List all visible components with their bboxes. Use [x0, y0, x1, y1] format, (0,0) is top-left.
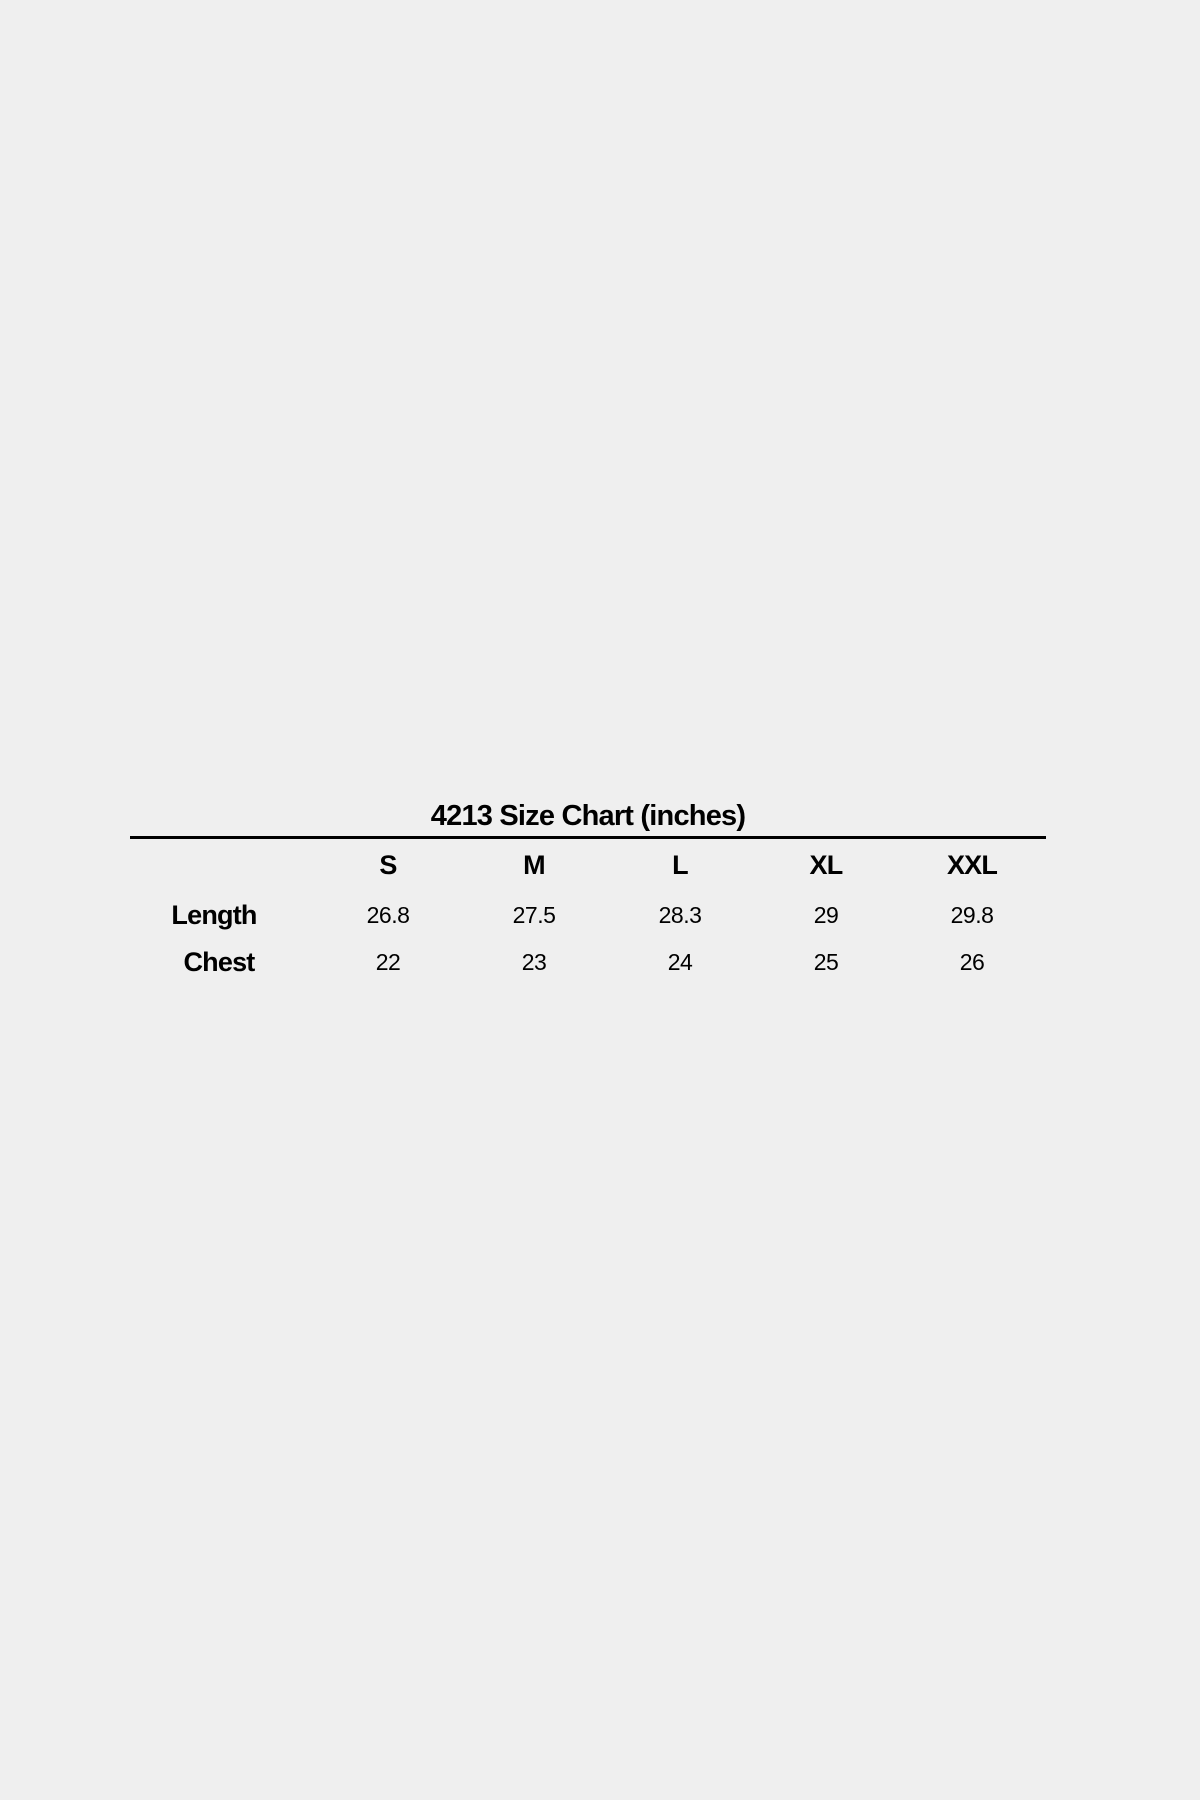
- col-header-l: L: [672, 850, 689, 880]
- col-header-s: S: [379, 850, 397, 880]
- row-label-chest: Chest: [183, 947, 255, 977]
- cell-length-xl: 29: [813, 902, 839, 928]
- cell-chest-l: 24: [667, 949, 693, 975]
- cell-chest-xxl: 26: [959, 949, 985, 975]
- cell-length-m: 27.5: [512, 902, 556, 928]
- header-divider: [130, 836, 1046, 839]
- cell-length-xxl: 29.8: [950, 902, 994, 928]
- cell-chest-m: 23: [521, 949, 547, 975]
- col-header-xxl: XXL: [946, 850, 998, 880]
- cell-chest-xl: 25: [813, 949, 839, 975]
- size-chart-title: 4213 Size Chart (inches): [430, 800, 746, 832]
- cell-length-l: 28.3: [658, 902, 702, 928]
- col-header-xl: XL: [809, 850, 844, 880]
- col-header-m: M: [523, 850, 546, 880]
- cell-chest-s: 22: [375, 949, 401, 975]
- cell-length-s: 26.8: [366, 902, 410, 928]
- row-label-length: Length: [171, 900, 257, 930]
